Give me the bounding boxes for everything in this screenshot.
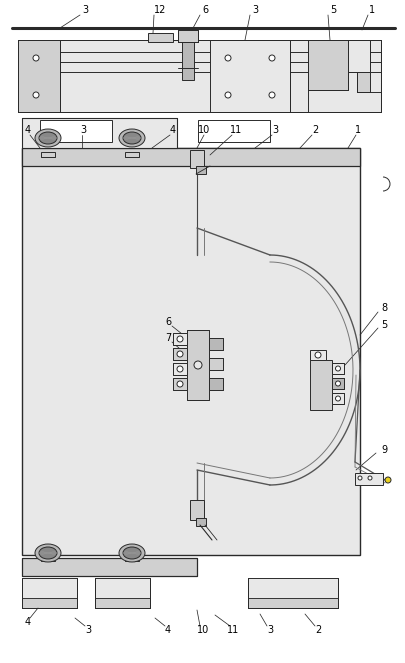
- Circle shape: [269, 92, 274, 98]
- Circle shape: [335, 366, 340, 371]
- Bar: [173, 378, 187, 390]
- Bar: [41, 556, 55, 561]
- Bar: [41, 152, 55, 157]
- Bar: [22, 148, 359, 555]
- Bar: [22, 118, 177, 148]
- Bar: [209, 338, 222, 350]
- Text: 6: 6: [201, 5, 207, 15]
- Circle shape: [177, 366, 183, 372]
- Ellipse shape: [119, 129, 145, 147]
- Circle shape: [384, 477, 390, 483]
- Ellipse shape: [35, 544, 61, 562]
- Bar: [347, 40, 369, 72]
- Bar: [173, 363, 187, 375]
- Text: 4: 4: [164, 625, 171, 635]
- Bar: [125, 556, 139, 561]
- Text: 3: 3: [82, 5, 88, 15]
- Bar: [354, 473, 382, 485]
- Circle shape: [177, 351, 183, 357]
- Bar: [209, 358, 222, 370]
- Ellipse shape: [39, 547, 57, 559]
- Text: 3: 3: [85, 625, 91, 635]
- Bar: [18, 40, 60, 112]
- Text: 4: 4: [170, 125, 176, 135]
- Text: 10: 10: [196, 625, 209, 635]
- Bar: [177, 30, 198, 42]
- Bar: [95, 598, 149, 608]
- Circle shape: [33, 55, 39, 61]
- Text: 4: 4: [25, 617, 31, 627]
- Bar: [309, 360, 331, 410]
- Text: 6: 6: [164, 317, 171, 327]
- Text: 3: 3: [252, 5, 258, 15]
- Circle shape: [335, 396, 340, 401]
- Circle shape: [335, 381, 340, 386]
- Bar: [40, 120, 112, 142]
- Circle shape: [33, 92, 39, 98]
- Circle shape: [177, 336, 183, 342]
- Bar: [22, 598, 77, 608]
- Bar: [356, 72, 369, 92]
- Bar: [181, 42, 194, 80]
- Bar: [22, 558, 196, 576]
- Circle shape: [224, 55, 230, 61]
- Bar: [125, 152, 139, 157]
- Bar: [247, 598, 337, 608]
- Bar: [95, 578, 149, 598]
- Text: 4: 4: [25, 125, 31, 135]
- Text: 3: 3: [266, 625, 273, 635]
- Circle shape: [269, 55, 274, 61]
- Text: 5: 5: [380, 320, 386, 330]
- Bar: [307, 40, 347, 90]
- Bar: [331, 363, 343, 374]
- Text: 2: 2: [311, 125, 318, 135]
- Ellipse shape: [35, 129, 61, 147]
- Text: 11: 11: [229, 125, 241, 135]
- Text: 3: 3: [80, 125, 86, 135]
- Bar: [209, 378, 222, 390]
- Ellipse shape: [39, 132, 57, 144]
- Bar: [209, 40, 289, 112]
- Ellipse shape: [123, 547, 141, 559]
- Text: 2: 2: [314, 625, 320, 635]
- Circle shape: [194, 361, 202, 369]
- Bar: [331, 393, 343, 404]
- Circle shape: [314, 352, 320, 358]
- Ellipse shape: [123, 132, 141, 144]
- Circle shape: [357, 476, 361, 480]
- Bar: [173, 348, 187, 360]
- Bar: [196, 166, 205, 174]
- Bar: [22, 148, 359, 166]
- Text: 9: 9: [380, 445, 386, 455]
- Bar: [22, 578, 77, 598]
- Bar: [331, 378, 343, 389]
- Text: 5: 5: [329, 5, 335, 15]
- Bar: [198, 120, 269, 142]
- Circle shape: [224, 92, 230, 98]
- Text: 1: 1: [368, 5, 374, 15]
- Bar: [196, 518, 205, 526]
- Bar: [187, 330, 209, 400]
- Bar: [18, 40, 380, 112]
- Text: 7: 7: [164, 333, 171, 343]
- Text: 1: 1: [354, 125, 360, 135]
- Bar: [173, 333, 187, 345]
- Bar: [247, 578, 337, 598]
- Ellipse shape: [119, 544, 145, 562]
- Bar: [148, 33, 173, 42]
- Text: 11: 11: [226, 625, 239, 635]
- Circle shape: [367, 476, 371, 480]
- Text: 8: 8: [380, 303, 386, 313]
- Text: 3: 3: [271, 125, 277, 135]
- Text: 12: 12: [153, 5, 166, 15]
- Bar: [190, 500, 203, 520]
- Bar: [309, 350, 325, 360]
- Bar: [190, 150, 203, 168]
- Circle shape: [177, 381, 183, 387]
- Text: 10: 10: [197, 125, 210, 135]
